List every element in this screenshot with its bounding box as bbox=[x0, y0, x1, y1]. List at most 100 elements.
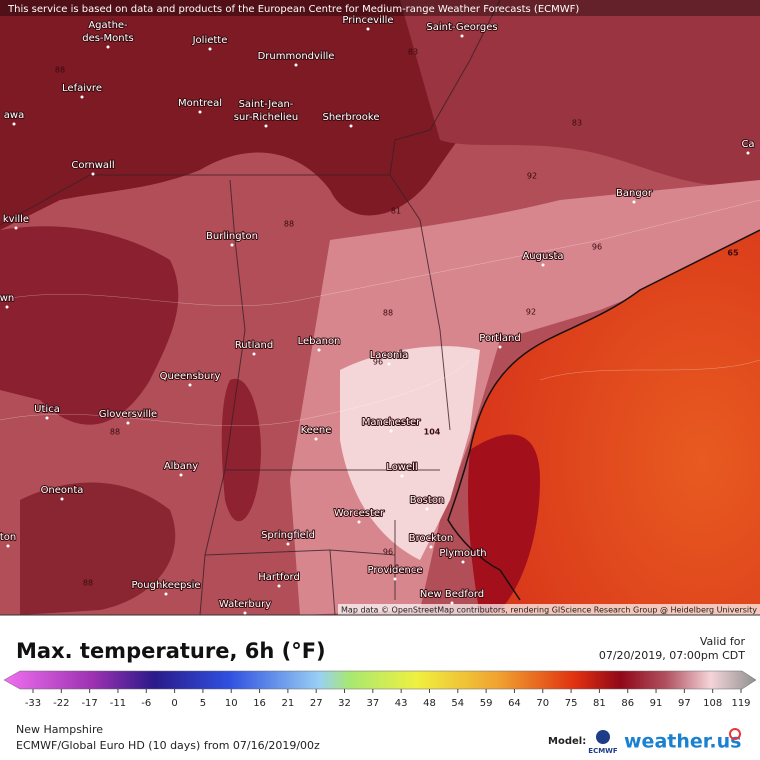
legend-tick-label: 59 bbox=[480, 698, 493, 709]
contour-label: 92 bbox=[526, 308, 536, 317]
city-dot bbox=[14, 226, 18, 230]
city-label: Saint-Georges bbox=[426, 22, 497, 33]
legend-tick-label: 86 bbox=[621, 698, 634, 709]
city-dot bbox=[400, 474, 404, 478]
city-label: Burlington bbox=[206, 231, 258, 242]
contour-label: 88 bbox=[83, 579, 93, 588]
city-label: Manchester bbox=[362, 417, 421, 428]
legend-tick-label: 75 bbox=[565, 698, 578, 709]
city-dot bbox=[208, 47, 212, 51]
city-label: Waterbury bbox=[219, 599, 271, 610]
legend-tick-label: 10 bbox=[225, 698, 238, 709]
city-label: Boston bbox=[410, 495, 445, 506]
city-label: des-Monts bbox=[82, 33, 134, 44]
city-label: Sherbrooke bbox=[322, 112, 379, 123]
city-label: Providence bbox=[367, 565, 422, 576]
city-dot bbox=[12, 122, 16, 126]
city-label: Lowell bbox=[386, 462, 417, 473]
city-dot bbox=[252, 352, 256, 356]
legend-tick-label: 5 bbox=[200, 698, 206, 709]
city-label: wn bbox=[0, 293, 14, 304]
city-label: Drummondville bbox=[258, 51, 335, 62]
city-dot bbox=[393, 577, 397, 581]
contour-label: 88 bbox=[383, 309, 393, 318]
model-label: Model: bbox=[548, 736, 586, 747]
city-dot bbox=[357, 520, 361, 524]
map: This service is based on data and produc… bbox=[0, 0, 760, 616]
contour-label: 88 bbox=[55, 66, 65, 75]
city-dot bbox=[243, 611, 247, 615]
legend-tick-label: -11 bbox=[110, 698, 126, 709]
legend-tick-label: 119 bbox=[731, 698, 750, 709]
legend-ticks: -33 -22 -17 -11 -6 0 5 10 16 21 27 32 37 43 48 54 59 64 70… bbox=[25, 689, 751, 709]
city-dot bbox=[230, 243, 234, 247]
city-label: Cornwall bbox=[71, 160, 114, 171]
city-label: Ca bbox=[741, 139, 754, 150]
legend-tick-label: 70 bbox=[536, 698, 549, 709]
contour-label: 96 bbox=[592, 243, 602, 252]
city-dot bbox=[179, 473, 183, 477]
legend-tick-label: 27 bbox=[310, 698, 323, 709]
city-label: Hartford bbox=[258, 572, 300, 583]
contour-label: 88 bbox=[284, 220, 294, 229]
city-label: New Bedford bbox=[420, 589, 484, 600]
city-label: Montreal bbox=[178, 98, 222, 109]
legend-tick-label: 16 bbox=[253, 698, 266, 709]
legend-tick-label: 37 bbox=[366, 698, 379, 709]
city-label: Gloversville bbox=[99, 409, 157, 420]
city-dot bbox=[5, 305, 9, 309]
city-dot bbox=[294, 63, 298, 67]
contour-label: 96 bbox=[373, 358, 383, 367]
legend-tick-label: -22 bbox=[53, 698, 69, 709]
legend-tick-label: 97 bbox=[678, 698, 691, 709]
city-dot bbox=[389, 429, 393, 433]
city-label: Princeville bbox=[342, 15, 393, 26]
city-label: awa bbox=[4, 110, 24, 121]
attribution: Map data © OpenStreetMap contributors, r… bbox=[341, 606, 757, 615]
brand: weather.us bbox=[624, 731, 741, 753]
city-label: Poughkeepsie bbox=[131, 580, 200, 591]
contour-label: 88 bbox=[110, 428, 120, 437]
city-dot bbox=[188, 383, 192, 387]
legend-tick-label: 32 bbox=[338, 698, 351, 709]
city-dot bbox=[264, 124, 268, 128]
colorbar bbox=[3, 670, 757, 690]
city-dot bbox=[164, 592, 168, 596]
legend-tick-label: -6 bbox=[141, 698, 151, 709]
city-label: Augusta bbox=[522, 251, 563, 262]
city-label: Lefaivre bbox=[62, 83, 102, 94]
valid-time: 07/20/2019, 07:00pm CDT bbox=[599, 649, 745, 662]
city-dot bbox=[425, 507, 429, 511]
city-dot bbox=[60, 497, 64, 501]
city-label: Queensbury bbox=[160, 371, 221, 382]
valid-label: Valid for bbox=[700, 635, 746, 648]
contour-label: 65 bbox=[727, 249, 739, 258]
city-dot bbox=[366, 27, 370, 31]
city-label: Lebanon bbox=[298, 336, 341, 347]
contour-label: 96 bbox=[383, 548, 393, 557]
city-dot bbox=[91, 172, 95, 176]
city-dot bbox=[106, 45, 110, 49]
city-label: Oneonta bbox=[41, 485, 84, 496]
city-dot bbox=[349, 124, 353, 128]
legend-tick-label: -17 bbox=[81, 698, 97, 709]
legend-tick-label: 48 bbox=[423, 698, 436, 709]
city-label: Laconia bbox=[370, 350, 409, 361]
places: Agathe-des-Monts Joliette Princeville Saint… bbox=[0, 14, 756, 615]
legend-tick-label: 0 bbox=[171, 698, 177, 709]
legend-tick-label: 43 bbox=[395, 698, 408, 709]
model-logo bbox=[596, 730, 610, 744]
legend-tick-label: -33 bbox=[25, 698, 41, 709]
city-label: Plymouth bbox=[439, 548, 486, 559]
city-dot bbox=[429, 545, 433, 549]
contour-label: 81 bbox=[391, 207, 401, 216]
city-label: Bangor bbox=[616, 188, 653, 199]
contour-label: 83 bbox=[572, 119, 582, 128]
city-dot bbox=[80, 95, 84, 99]
title: Max. temperature, 6h (°F) bbox=[16, 639, 326, 663]
city-label: Springfield bbox=[261, 530, 315, 541]
contour-label: 104 bbox=[424, 428, 441, 437]
footer: Max. temperature, 6h (°F) Valid for 07/2… bbox=[0, 614, 760, 755]
city-label: Agathe- bbox=[88, 20, 128, 31]
city-dot bbox=[387, 362, 391, 366]
